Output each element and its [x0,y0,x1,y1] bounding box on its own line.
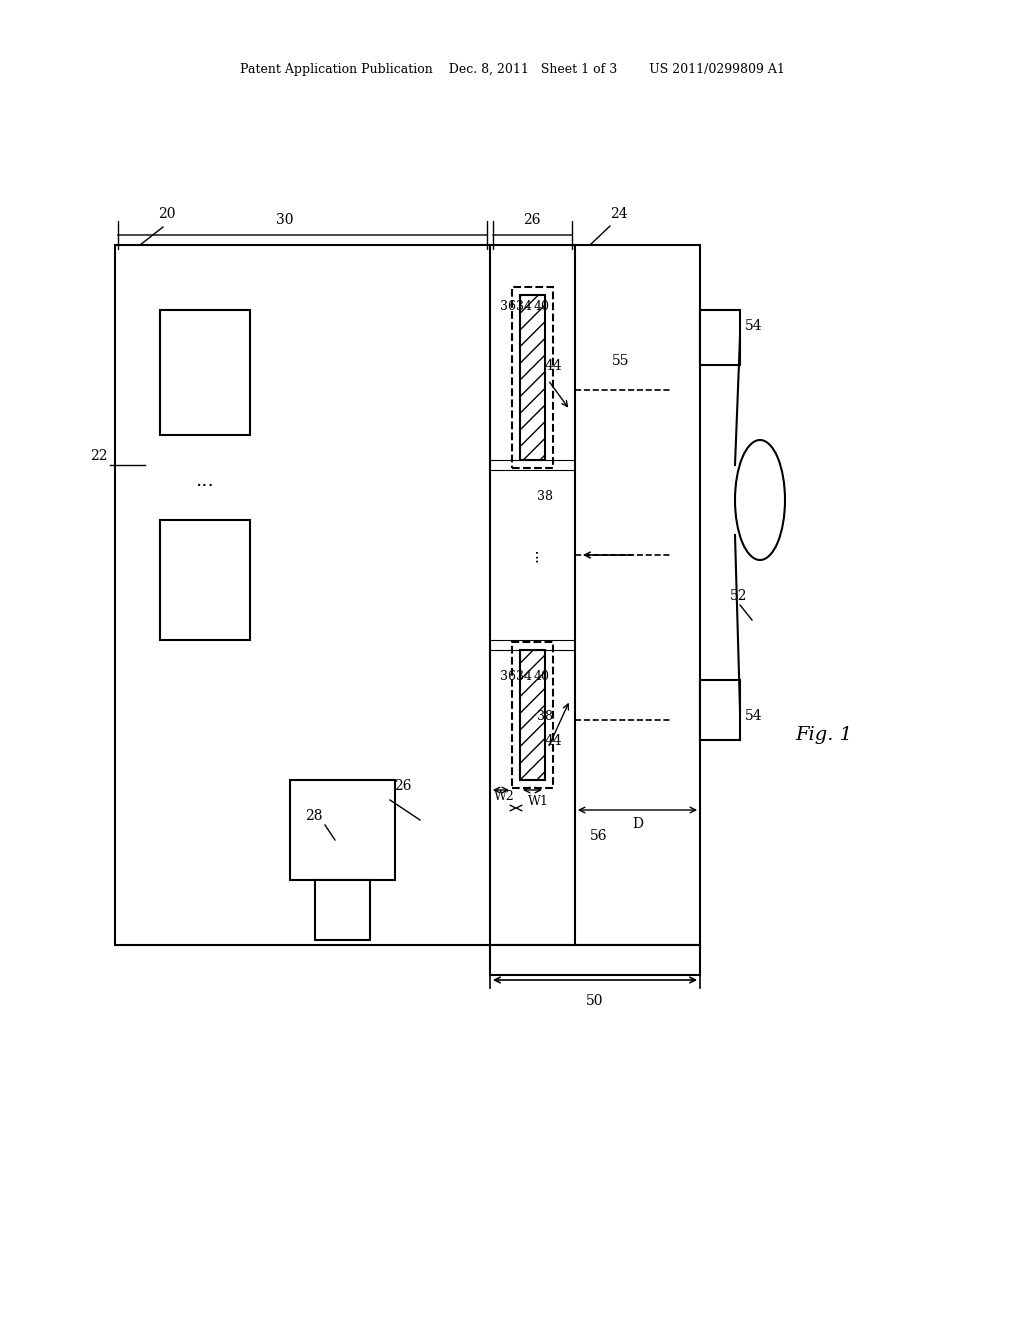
Text: 52: 52 [730,589,748,603]
FancyBboxPatch shape [490,945,700,975]
FancyBboxPatch shape [700,680,740,741]
Text: 56: 56 [590,829,607,843]
FancyBboxPatch shape [115,246,700,945]
Text: 34: 34 [516,671,532,682]
Text: 54: 54 [745,319,763,333]
Text: ...: ... [525,548,540,562]
Text: 44: 44 [545,734,563,748]
FancyBboxPatch shape [315,880,370,940]
Text: 50: 50 [587,994,604,1008]
FancyBboxPatch shape [290,780,395,880]
Text: 24: 24 [610,207,628,220]
Text: ...: ... [196,470,214,490]
Text: D: D [633,817,643,832]
FancyBboxPatch shape [700,310,740,366]
Text: 26: 26 [523,213,541,227]
Text: 22: 22 [90,449,108,463]
Text: 40: 40 [534,671,550,682]
Text: 38: 38 [537,710,553,723]
Ellipse shape [735,440,785,560]
FancyBboxPatch shape [160,310,250,436]
FancyBboxPatch shape [520,649,545,780]
Text: 36: 36 [500,671,516,682]
Text: 38: 38 [537,490,553,503]
Text: 36: 36 [500,300,516,313]
Text: 55: 55 [612,354,630,368]
Text: 44: 44 [545,359,563,374]
Text: 20: 20 [158,207,175,220]
Text: W1: W1 [527,795,549,808]
Text: W2: W2 [494,789,515,803]
Text: Patent Application Publication    Dec. 8, 2011   Sheet 1 of 3        US 2011/029: Patent Application Publication Dec. 8, 2… [240,63,784,77]
Text: 34: 34 [516,300,532,313]
FancyBboxPatch shape [520,294,545,459]
Text: 54: 54 [745,709,763,723]
Text: Fig. 1: Fig. 1 [795,726,852,744]
Text: 40: 40 [534,300,550,313]
Text: 26: 26 [394,779,412,793]
FancyBboxPatch shape [160,520,250,640]
Text: 28: 28 [305,809,323,822]
Text: 30: 30 [276,213,294,227]
